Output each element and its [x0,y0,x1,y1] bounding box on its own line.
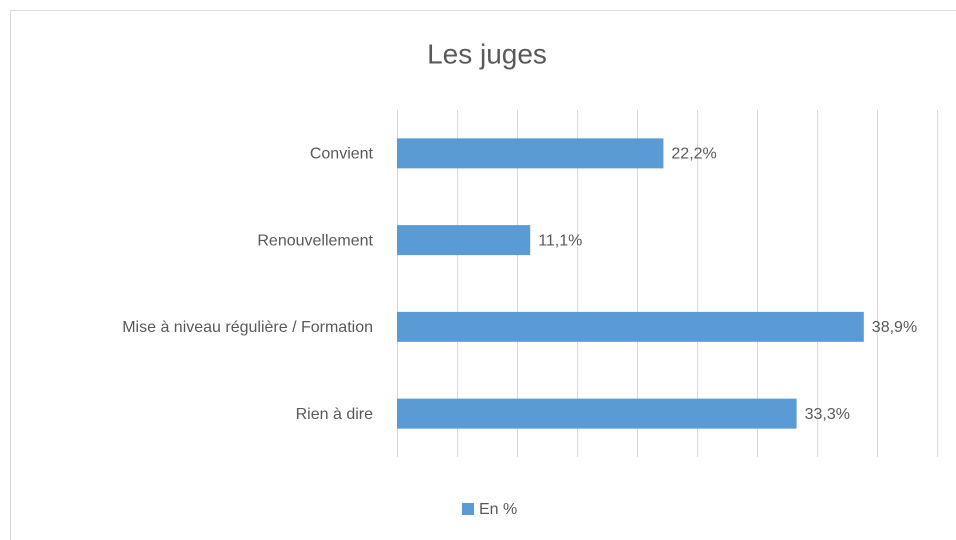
data-label: 33,3% [805,406,850,423]
y-tick-label: Convient [310,146,374,163]
legend-label: En % [479,501,517,518]
y-tick-label: Rien à dire [296,406,373,423]
legend-swatch [462,503,474,515]
bar [397,311,864,342]
bar [397,398,797,429]
data-label: 38,9% [872,319,917,336]
y-tick-label: Renouvellement [257,232,373,249]
y-tick-label: Mise à niveau régulière / Formation [122,319,373,336]
chart-title: Les juges [427,38,547,69]
chart-frame [10,10,956,540]
data-label: 11,1% [538,232,582,249]
bar [397,225,531,256]
bar [397,138,664,169]
data-label: 22,2% [671,146,716,163]
